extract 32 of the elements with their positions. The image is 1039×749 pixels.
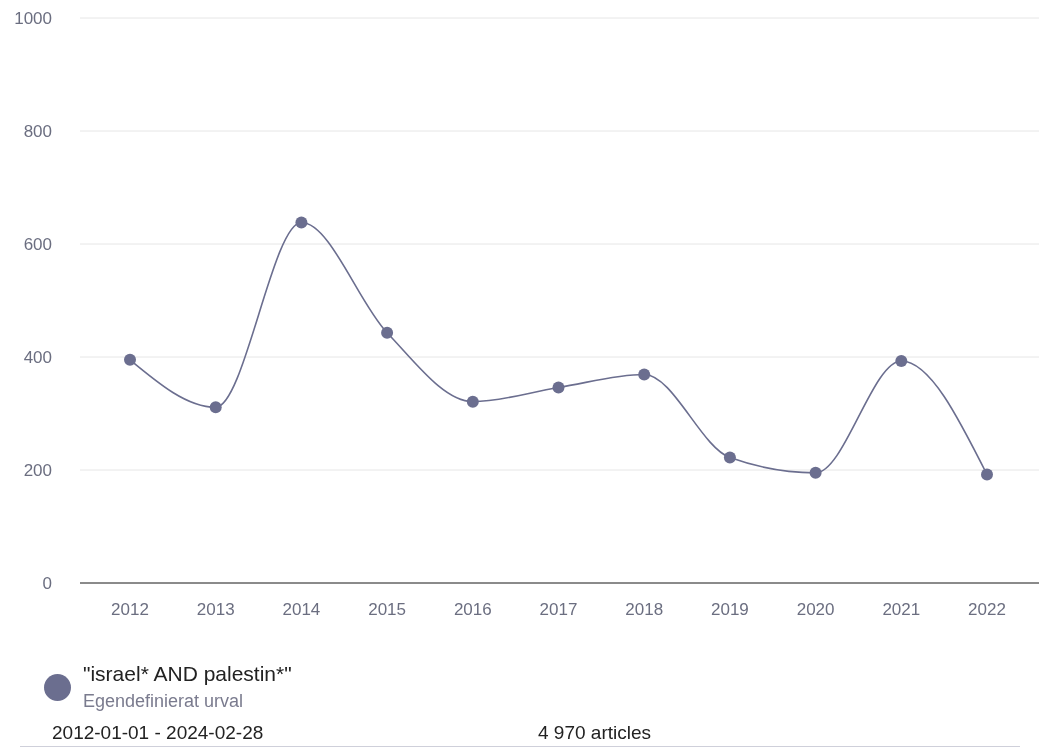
point <box>295 216 308 229</box>
x-tick-label: 2021 <box>882 600 921 620</box>
x-tick-label: 2014 <box>282 600 321 620</box>
x-tick-label: 2017 <box>539 600 578 620</box>
x-tick-label: 2020 <box>796 600 835 620</box>
point <box>466 395 479 408</box>
point <box>895 354 908 367</box>
x-tick-label: 2013 <box>196 600 235 620</box>
point <box>552 381 565 394</box>
x-tick-label: 2018 <box>625 600 664 620</box>
y-tick-label: 400 <box>23 348 52 368</box>
x-tick-label: 2016 <box>453 600 492 620</box>
text: 4 970 articles <box>538 722 652 744</box>
y-tick-label: 0 <box>42 574 52 594</box>
text: Egendefinierat urval <box>83 690 245 713</box>
point <box>381 326 394 339</box>
point <box>981 468 993 481</box>
x-tick-label: 2012 <box>111 600 149 620</box>
x-tick-label: 2015 <box>368 600 407 620</box>
point <box>809 466 822 479</box>
x-tick-label: 2019 <box>710 600 749 620</box>
text: 2012-01-01 - 2024-02-28 <box>52 722 264 744</box>
legend-label: "israel* AND palestin*" <box>83 661 292 687</box>
point <box>638 368 651 381</box>
y-tick-label: 1000 <box>14 9 52 29</box>
y-tick-label: 200 <box>23 461 52 481</box>
point <box>209 401 222 414</box>
point <box>723 451 736 464</box>
y-tick-label: 600 <box>23 235 52 255</box>
point <box>124 353 136 366</box>
x-tick-label: 2022 <box>968 600 1006 620</box>
y-tick-label: 800 <box>23 122 52 142</box>
